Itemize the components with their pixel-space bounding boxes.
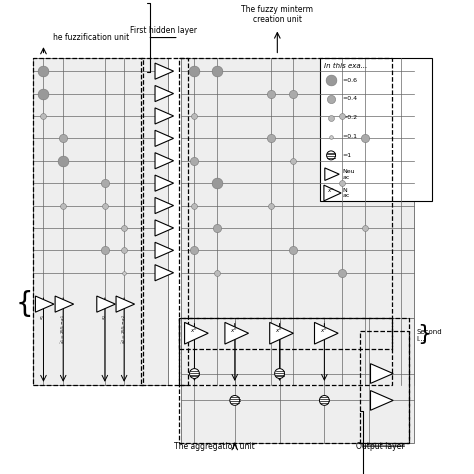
Point — [191, 202, 198, 210]
Bar — [33, 58, 143, 385]
Text: First hidden layer: First hidden layer — [129, 27, 197, 35]
Polygon shape — [184, 322, 208, 344]
Bar — [320, 58, 432, 201]
Polygon shape — [116, 296, 135, 312]
Text: {: { — [15, 290, 33, 318]
Text: In this exa...: In this exa... — [324, 63, 368, 69]
Point — [120, 269, 128, 276]
Text: =0.2: =0.2 — [342, 115, 357, 120]
Point — [40, 67, 47, 75]
Point — [338, 269, 346, 276]
Point — [327, 133, 335, 140]
Point — [267, 202, 274, 210]
Point — [289, 157, 297, 164]
Text: =0.4: =0.4 — [342, 96, 357, 101]
Polygon shape — [325, 168, 339, 181]
Circle shape — [230, 395, 240, 405]
Text: $x^n$: $x^n$ — [275, 327, 283, 335]
Polygon shape — [155, 108, 173, 124]
Point — [289, 246, 297, 254]
Point — [289, 90, 297, 97]
Bar — [179, 58, 392, 385]
Point — [191, 112, 198, 120]
Polygon shape — [55, 296, 73, 312]
Text: The fuzzy minterm
creation unit: The fuzzy minterm creation unit — [241, 5, 313, 24]
Text: Neu
ac: Neu ac — [342, 169, 355, 180]
Point — [327, 95, 335, 103]
Bar — [181, 318, 414, 443]
Polygon shape — [155, 175, 173, 191]
Polygon shape — [270, 322, 293, 344]
Polygon shape — [155, 153, 173, 169]
Point — [361, 224, 368, 232]
Circle shape — [327, 151, 336, 160]
Point — [213, 269, 220, 276]
Polygon shape — [36, 296, 54, 312]
Text: =1: =1 — [342, 153, 351, 158]
Point — [338, 112, 346, 120]
Polygon shape — [155, 130, 173, 146]
Point — [327, 76, 335, 84]
Point — [59, 202, 67, 210]
Point — [213, 179, 220, 187]
Text: Output layer: Output layer — [356, 442, 405, 451]
Text: N
ac: N ac — [342, 188, 350, 199]
Polygon shape — [371, 391, 393, 410]
Polygon shape — [324, 185, 341, 201]
Point — [191, 157, 198, 164]
Point — [120, 224, 128, 232]
Circle shape — [190, 369, 200, 378]
Point — [101, 246, 109, 254]
Point — [101, 179, 109, 187]
Point — [267, 90, 274, 97]
Bar — [141, 58, 188, 385]
Polygon shape — [155, 85, 173, 101]
Text: $x_2$: $x_2$ — [101, 314, 109, 320]
Polygon shape — [155, 264, 173, 281]
Point — [59, 157, 67, 164]
Bar — [181, 58, 414, 385]
Polygon shape — [155, 63, 173, 79]
Polygon shape — [371, 364, 393, 383]
Point — [191, 67, 198, 75]
Point — [361, 135, 368, 142]
Point — [191, 246, 198, 254]
Polygon shape — [97, 296, 115, 312]
Text: $\bar{x}_1=255-x_1$: $\bar{x}_1=255-x_1$ — [59, 314, 67, 344]
Polygon shape — [155, 242, 173, 258]
Point — [120, 246, 128, 254]
Point — [40, 112, 47, 120]
Point — [327, 114, 335, 121]
Point — [101, 202, 109, 210]
Text: =0.6: =0.6 — [342, 78, 357, 82]
Point — [40, 90, 47, 97]
Text: $x^n$: $x^n$ — [230, 327, 238, 335]
Polygon shape — [155, 220, 173, 236]
Point — [338, 179, 346, 187]
Polygon shape — [315, 322, 338, 344]
Text: $x_1$: $x_1$ — [40, 314, 47, 320]
Bar — [179, 318, 410, 443]
Text: $x^n$: $x^n$ — [327, 187, 335, 195]
Point — [213, 67, 220, 75]
Point — [267, 135, 274, 142]
Text: $x^n$: $x^n$ — [320, 327, 328, 335]
Circle shape — [319, 395, 329, 405]
Circle shape — [274, 369, 284, 378]
Point — [213, 224, 220, 232]
Bar — [179, 318, 392, 349]
Text: he fuzzification unit: he fuzzification unit — [53, 33, 129, 42]
Text: Second
l...: Second l... — [416, 329, 442, 342]
Polygon shape — [155, 198, 173, 214]
Bar — [33, 58, 168, 385]
Point — [59, 135, 67, 142]
Text: The aggregation unit: The aggregation unit — [174, 442, 255, 451]
Text: $x^n$: $x^n$ — [190, 327, 198, 335]
Text: $\bar{x}_2=255-x_2$: $\bar{x}_2=255-x_2$ — [120, 314, 128, 344]
Polygon shape — [225, 322, 248, 344]
Bar — [360, 331, 410, 443]
Text: }: } — [417, 324, 431, 344]
Text: =0.1: =0.1 — [342, 134, 357, 139]
